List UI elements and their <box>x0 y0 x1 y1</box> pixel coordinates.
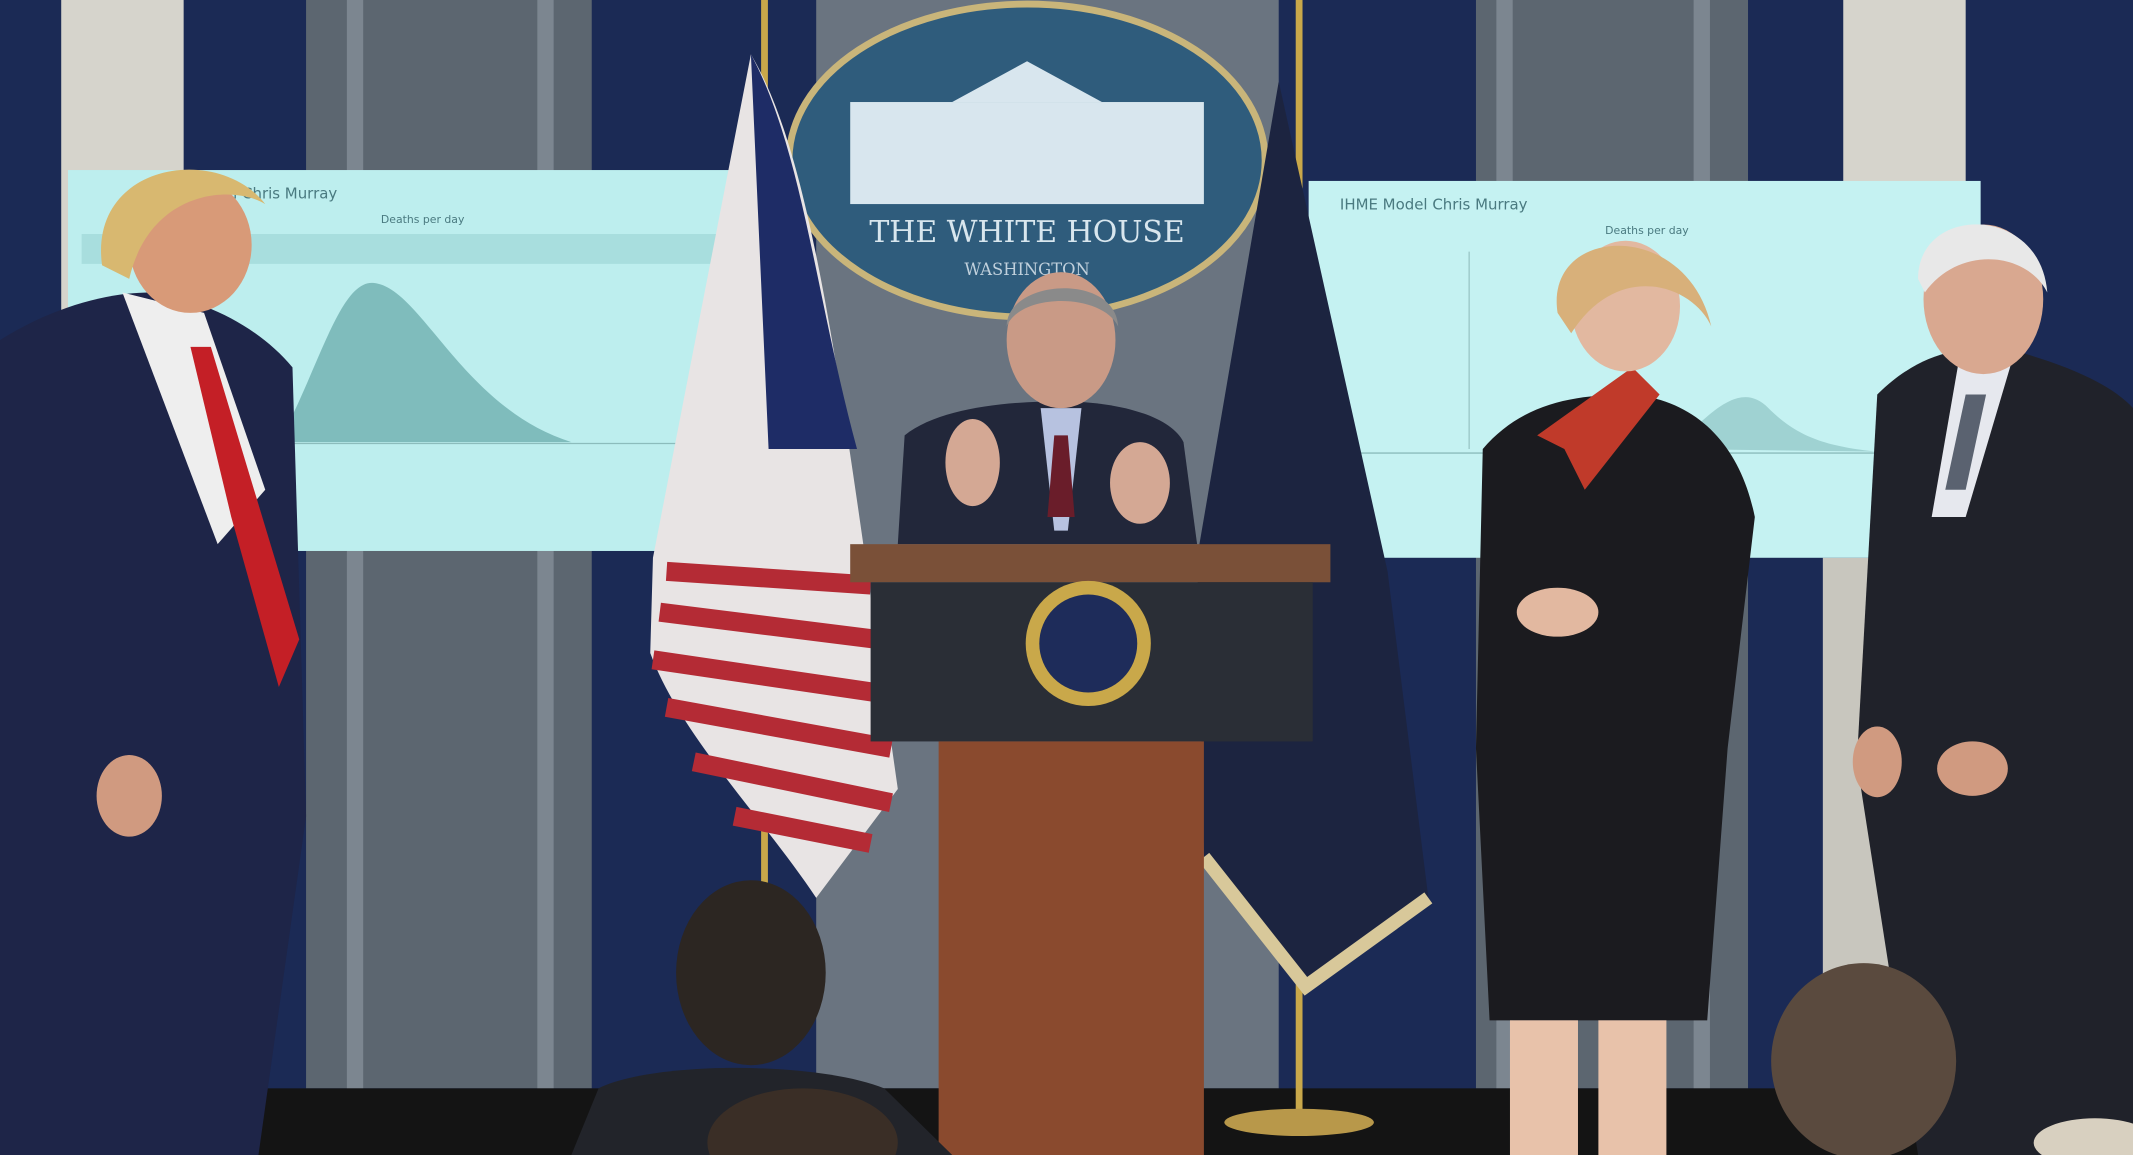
hair <box>1006 288 1119 327</box>
presidential-flag <box>1197 81 1429 987</box>
audience-head <box>1771 963 1957 1155</box>
hand <box>1110 442 1170 524</box>
person-suit <box>0 292 307 1155</box>
audience-head <box>2033 1118 2133 1155</box>
hair <box>1918 224 2048 293</box>
hands <box>1516 587 1599 637</box>
screen-title: IHME Model Chris Murray <box>1340 196 1528 214</box>
curve-area <box>278 282 572 443</box>
hand <box>1852 726 1902 798</box>
column <box>1843 0 1966 191</box>
flag-stripes <box>651 561 893 853</box>
white-house-emblem <box>850 102 1204 205</box>
leg <box>1598 1020 1667 1155</box>
flag-canton <box>750 54 858 449</box>
hair <box>1556 245 1712 334</box>
flag-fringe <box>1198 852 1433 996</box>
hand <box>96 755 162 837</box>
tie <box>190 346 300 688</box>
screen-subtitle: Deaths per day <box>1605 224 1689 237</box>
white-house-roof <box>952 61 1102 103</box>
hand <box>945 419 1000 507</box>
audience-head <box>707 1088 898 1155</box>
audience-head <box>676 880 826 1066</box>
presidential-seal-inner <box>1039 594 1138 693</box>
person-dress <box>1475 394 1755 1021</box>
podium-top <box>850 544 1331 583</box>
screen-subtitle: Deaths per day <box>381 213 465 226</box>
scarf <box>1537 367 1660 490</box>
flag-base <box>1224 1108 1374 1136</box>
head <box>1006 272 1116 409</box>
leg <box>1509 1020 1578 1155</box>
tie <box>1945 394 1987 490</box>
curve-area <box>1673 397 1878 452</box>
podium-base <box>938 741 1204 1155</box>
tie <box>1047 435 1075 517</box>
seal-title: THE WHITE HOUSE <box>869 215 1184 250</box>
hair <box>101 169 266 279</box>
hand <box>1937 741 2008 796</box>
